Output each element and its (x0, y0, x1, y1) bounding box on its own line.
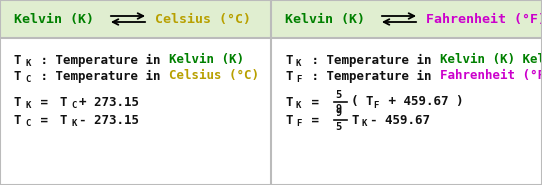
Text: Celsius (°C): Celsius (°C) (155, 13, 251, 26)
Text: + 459.67 ): + 459.67 ) (381, 95, 463, 108)
Bar (272, 1, 541, 39)
Text: T: T (285, 70, 293, 83)
Text: 9: 9 (335, 108, 341, 118)
Text: F: F (296, 75, 301, 83)
Text: T: T (60, 95, 68, 108)
Text: Kelvin (K): Kelvin (K) (285, 13, 365, 26)
Text: T: T (14, 53, 22, 66)
Text: 5: 5 (335, 122, 341, 132)
Text: =: = (33, 95, 63, 108)
Text: : Temperature in: : Temperature in (304, 69, 439, 83)
Text: K: K (25, 58, 30, 68)
Bar (1, 1, 270, 39)
Text: 9: 9 (335, 104, 341, 114)
Text: T: T (14, 114, 22, 127)
Text: 5: 5 (335, 90, 341, 100)
Text: : Temperature in: : Temperature in (33, 53, 168, 67)
Text: =: = (304, 95, 326, 108)
Text: Kelvin (K): Kelvin (K) (14, 13, 94, 26)
Text: C: C (71, 100, 76, 110)
Text: C: C (25, 75, 30, 83)
Text: T: T (60, 114, 68, 127)
Text: Kelvin (K): Kelvin (K) (169, 53, 244, 66)
Text: K: K (71, 119, 76, 127)
Text: K: K (296, 100, 301, 110)
Text: : Temperature in: : Temperature in (33, 69, 168, 83)
Text: =: = (304, 114, 326, 127)
Text: - 273.15: - 273.15 (79, 114, 139, 127)
Text: : Temperature in: : Temperature in (304, 53, 439, 67)
Text: K: K (25, 100, 30, 110)
Text: T: T (285, 114, 293, 127)
Text: Fahrenheit (°F): Fahrenheit (°F) (440, 70, 542, 83)
Text: Fahrenheit (°F): Fahrenheit (°F) (426, 13, 542, 26)
Text: T: T (285, 53, 293, 66)
Text: - 459.67: - 459.67 (370, 114, 430, 127)
Text: K: K (362, 119, 367, 127)
Text: T: T (14, 70, 22, 83)
Text: ( T: ( T (351, 95, 373, 108)
Text: F: F (373, 100, 378, 110)
Text: Kelvin (K) Kelvin: Kelvin (K) Kelvin (440, 53, 542, 66)
Text: T: T (285, 95, 293, 108)
Text: T: T (14, 95, 22, 108)
Text: + 273.15: + 273.15 (79, 95, 139, 108)
Text: Celsius (°C): Celsius (°C) (169, 70, 259, 83)
Text: K: K (296, 58, 301, 68)
Text: T: T (351, 114, 358, 127)
Text: F: F (296, 119, 301, 127)
Text: C: C (25, 119, 30, 127)
Text: =: = (33, 114, 63, 127)
